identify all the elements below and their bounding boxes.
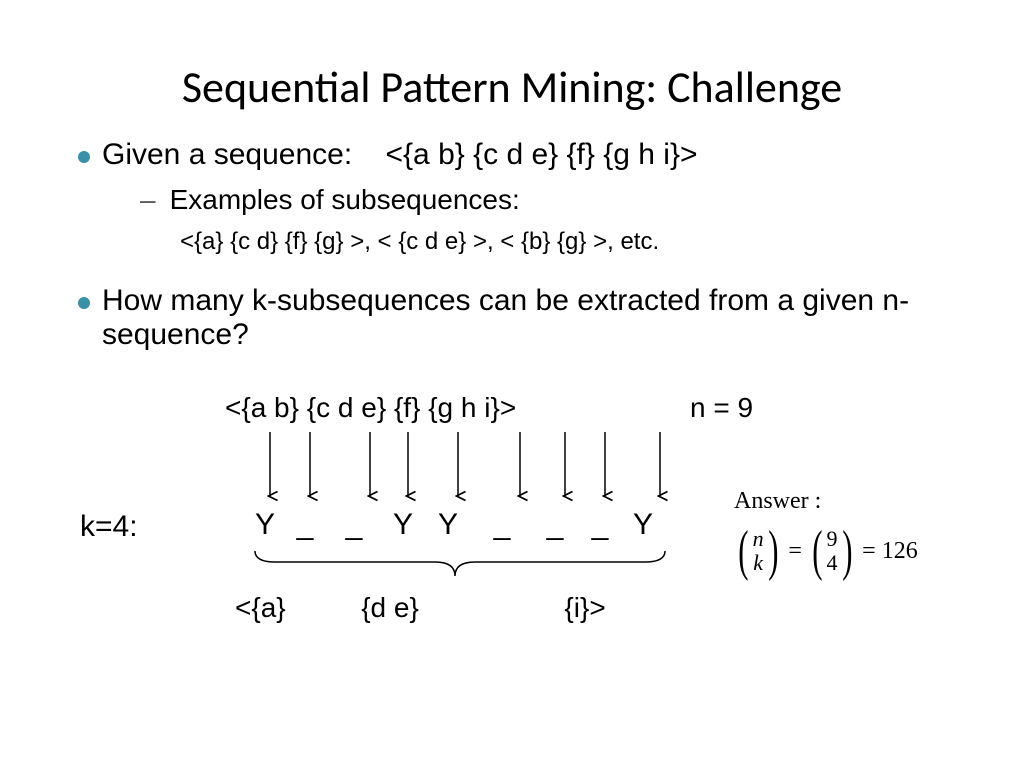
answer-result: 126 [882,538,918,565]
diagram-arrows [245,426,685,506]
selection-mark: _ [531,508,579,542]
bullet-examples: – Examples of subsequences: [140,184,954,216]
binomial-equation: ( n k ) = ( 9 4 ) = 126 [734,523,974,579]
diagram-sequence: <{a b} {c d e} {f} {g h i}> [225,392,516,424]
examples-label: Examples of subsequences: [170,184,520,216]
curly-brace [245,546,685,586]
slide-title: Sequential Pattern Mining: Challenge [70,60,954,114]
answer-label: Answer : [734,488,974,515]
selection-mark: _ [473,508,531,542]
bullet-dot-icon [78,297,90,309]
question-text: How many k-subsequences can be extracted… [102,284,954,352]
bullet-question: How many k-subsequences can be extracted… [78,284,954,352]
selection-marks: Y__YY___Y [245,508,665,542]
result-part-de: {d e} [361,592,419,623]
selection-mark: Y [383,508,423,542]
k-label: k=4: [80,510,138,544]
result-part-a: <{a} [235,592,286,623]
selection-mark: _ [325,508,383,542]
answer-block: Answer : ( n k ) = ( 9 4 ) = 126 [734,488,974,579]
selection-mark: Y [423,508,473,542]
given-sequence-value: <{a b} {c d e} {f} {g h i}> [386,138,698,171]
selection-mark: _ [285,508,325,542]
bullet-given-sequence: Given a sequence: <{a b} {c d e} {f} {g … [78,138,954,172]
diagram: <{a b} {c d e} {f} {g h i}> n = 9 k=4: Y… [70,392,954,672]
selection-mark: Y [245,508,285,542]
subsequence-examples: <{a} {c d} {f} {g} >, < {c d e} >, < {b}… [180,228,954,256]
binom-4: 4 [827,551,838,575]
bullet-dot-icon [78,151,90,163]
diagram-n-label: n = 9 [690,392,753,424]
result-part-i: {i}> [564,592,605,623]
selection-mark: Y [621,508,665,542]
dash-icon: – [140,184,156,216]
selection-mark: _ [579,508,621,542]
binom-n: n [753,527,764,551]
result-subsequence: <{a} {d e} {i}> [235,592,606,624]
binom-k: k [753,551,763,575]
given-sequence-label: Given a sequence: [102,138,352,171]
binom-9: 9 [827,527,838,551]
